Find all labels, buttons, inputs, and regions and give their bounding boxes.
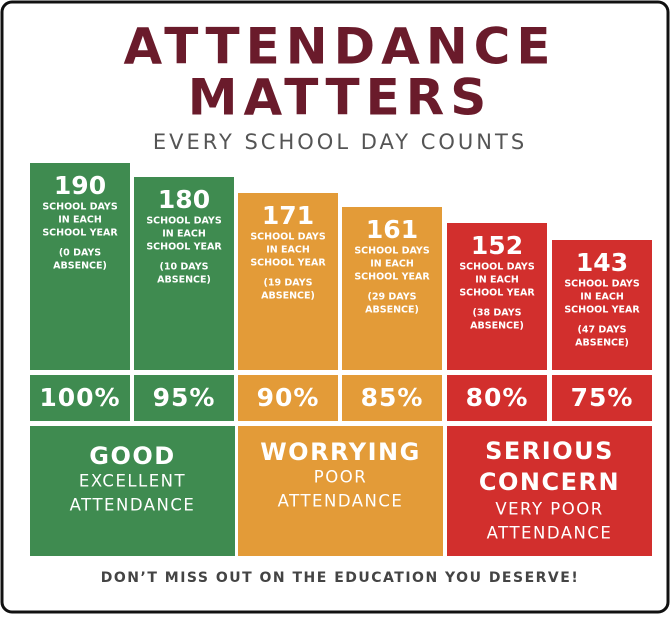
- column: [134, 177, 234, 370]
- percent: 75%: [571, 383, 634, 412]
- percent: 90%: [257, 383, 320, 412]
- category-subtitle: VERY POOR: [495, 500, 603, 519]
- column: [447, 223, 547, 370]
- subtitle: EVERY SCHOOL DAY COUNTS: [153, 130, 527, 154]
- absence-label: ABSENCE): [53, 261, 107, 272]
- percent: 100%: [39, 383, 120, 412]
- days-label: IN EACH: [370, 259, 414, 270]
- category-subtitle: ATTENDANCE: [487, 524, 613, 543]
- days-label: SCHOOL YEAR: [459, 288, 535, 299]
- days-label: IN EACH: [266, 245, 310, 256]
- percent: 80%: [466, 383, 529, 412]
- column: [552, 240, 652, 370]
- days-label: IN EACH: [58, 215, 102, 226]
- category-block: [30, 426, 235, 556]
- category-title: GOOD: [89, 442, 175, 470]
- absence-label: ABSENCE): [261, 291, 315, 302]
- percent: 95%: [153, 383, 216, 412]
- days-label: SCHOOL DAYS: [354, 246, 429, 257]
- days-label: IN EACH: [475, 275, 519, 286]
- absence-label: (0 DAYS: [59, 248, 101, 259]
- percent-cell: [342, 375, 442, 421]
- days-label: SCHOOL DAYS: [564, 279, 639, 290]
- category-subtitle: EXCELLENT: [79, 472, 186, 491]
- absence-label: (19 DAYS: [264, 278, 313, 289]
- days-label: SCHOOL YEAR: [564, 305, 640, 316]
- absence-label: (38 DAYS: [473, 308, 522, 319]
- days-number: 152: [471, 231, 523, 260]
- percent-cell: [447, 375, 547, 421]
- category-title: CONCERN: [479, 468, 620, 496]
- category-block: [238, 426, 443, 556]
- days-number: 161: [366, 215, 418, 244]
- days-label: SCHOOL YEAR: [42, 228, 118, 239]
- percent-cell: [134, 375, 234, 421]
- category-subtitle: ATTENDANCE: [278, 492, 404, 511]
- column: [342, 207, 442, 370]
- days-number: 190: [54, 171, 106, 200]
- days-label: SCHOOL DAYS: [42, 202, 117, 213]
- category-title: SERIOUS: [485, 437, 614, 465]
- days-label: SCHOOL YEAR: [354, 272, 430, 283]
- category-title: WORRYING: [260, 438, 421, 466]
- percent-cell: [30, 375, 130, 421]
- footer: DON’T MISS OUT ON THE EDUCATION YOU DESE…: [101, 570, 579, 586]
- days-number: 180: [158, 185, 210, 214]
- column: [238, 193, 338, 370]
- days-label: IN EACH: [162, 229, 206, 240]
- title-line: MATTERS: [188, 69, 493, 127]
- days-label: SCHOOL DAYS: [146, 216, 221, 227]
- percent-cell: [552, 375, 652, 421]
- days-number: 171: [262, 201, 314, 230]
- days-label: SCHOOL YEAR: [250, 258, 326, 269]
- absence-label: (10 DAYS: [160, 262, 209, 273]
- category-subtitle: ATTENDANCE: [70, 496, 196, 515]
- absence-label: ABSENCE): [365, 305, 419, 316]
- title-line: ATTENDANCE: [123, 18, 556, 76]
- days-label: IN EACH: [580, 292, 624, 303]
- absence-label: (47 DAYS: [578, 325, 627, 336]
- category-subtitle: POOR: [314, 468, 367, 487]
- days-label: SCHOOL DAYS: [250, 232, 325, 243]
- percent: 85%: [361, 383, 424, 412]
- column: [30, 163, 130, 370]
- absence-label: ABSENCE): [470, 321, 524, 332]
- category-block: [447, 426, 652, 556]
- percent-cell: [238, 375, 338, 421]
- days-number: 143: [576, 248, 628, 277]
- absence-label: ABSENCE): [575, 338, 629, 349]
- days-label: SCHOOL DAYS: [459, 262, 534, 273]
- absence-label: ABSENCE): [157, 275, 211, 286]
- days-label: SCHOOL YEAR: [146, 242, 222, 253]
- absence-label: (29 DAYS: [368, 292, 417, 303]
